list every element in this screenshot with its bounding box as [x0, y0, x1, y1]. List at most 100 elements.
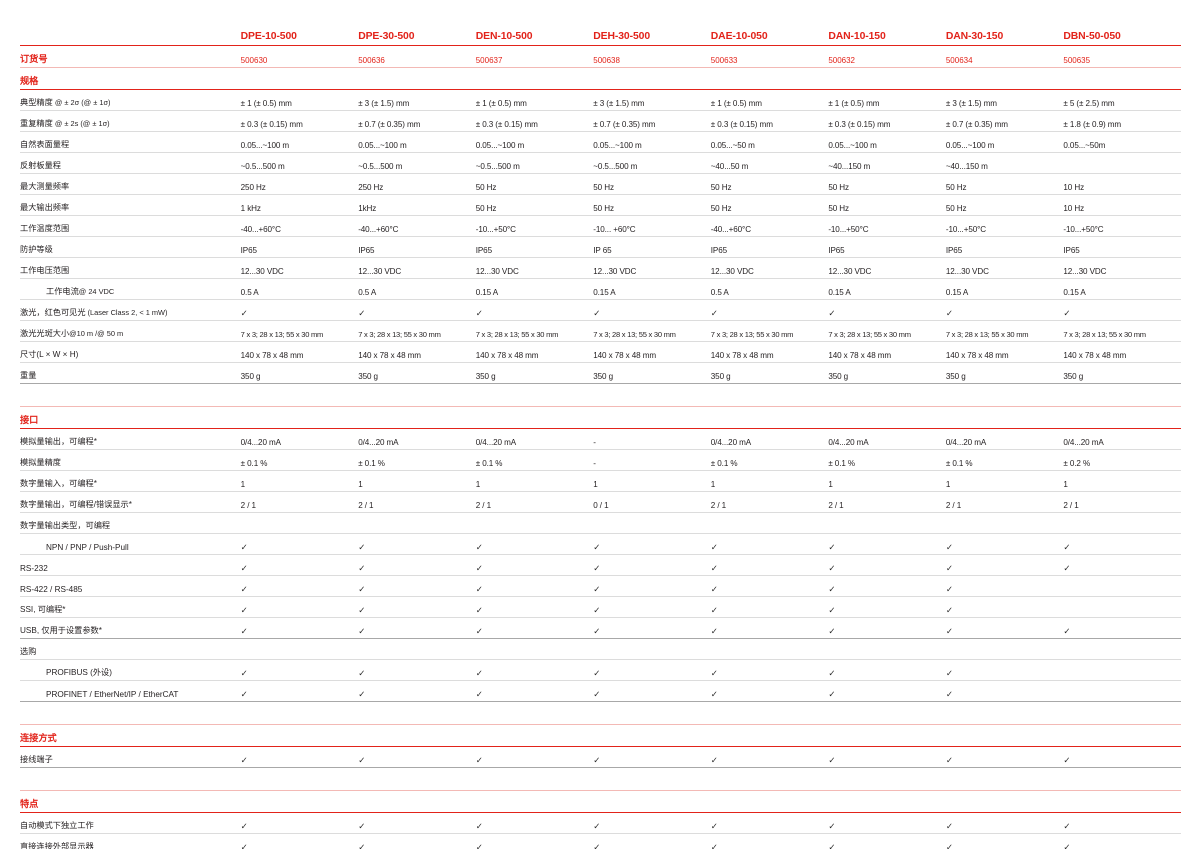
check-icon: ✓ [945, 543, 953, 553]
feature-check-cell: ✓ [240, 680, 359, 702]
feature-check-cell: ✓ [475, 746, 594, 768]
feature-check-cell: ✓ [828, 533, 946, 555]
group-label-cell [358, 638, 476, 660]
spec-value-cell: 12...30 VDC [945, 257, 1064, 279]
spec-value-cell: 0.15 A [475, 278, 594, 300]
row-label: 工作温度范围 [20, 215, 241, 237]
section-spacer [20, 384, 1181, 407]
spec-value-cell: -10...+50°C [1063, 215, 1181, 237]
spec-value-cell: ± 1.8 (± 0.9) mm [1063, 110, 1181, 132]
spec-value-cell: ~40...150 m [828, 152, 946, 174]
check-icon: ✓ [475, 669, 483, 679]
spec-value-cell: IP65 [1063, 236, 1181, 258]
spec-value-cell: IP65 [358, 236, 476, 258]
row-label: 尺寸(L × W × H) [20, 341, 241, 363]
order-number-cell: 500636 [358, 45, 476, 68]
feature-check-cell: ✓ [475, 554, 594, 576]
table-row: 模拟量精度 ± 0.1 % ± 0.1 % ± 0.1 % - ± 0.1 % ± 0.1 … [20, 449, 1181, 471]
table-row: 数字量输出类型，可编程 [20, 512, 1181, 534]
feature-check-cell: ✓ [240, 575, 359, 597]
feature-check-cell: ✓ [945, 680, 1064, 702]
feature-check-cell: ✓ [945, 833, 1064, 849]
feature-check-cell: ✓ [358, 596, 476, 618]
check-icon: ✓ [358, 843, 366, 849]
check-icon: ✓ [710, 585, 718, 595]
spec-value-cell: 0.05...~50m [1063, 131, 1181, 153]
feature-check-cell: ✓ [828, 659, 946, 681]
check-icon: ✓ [240, 543, 248, 553]
table-row: 数字量输入，可编程* 1 1 1 1 1 1 1 1 [20, 470, 1181, 492]
row-label-text: NPN / PNP / Push-Pull [46, 543, 129, 552]
feature-check-cell: ✓ [828, 617, 946, 639]
column-header-dae-10-050: DAE-10-050 [710, 31, 768, 42]
row-label-text: 反射板量程 [20, 161, 61, 170]
section-header-cell [945, 724, 1064, 747]
group-label-cell [828, 512, 946, 534]
check-icon: ✓ [240, 585, 248, 595]
feature-check-cell: ✓ [593, 659, 711, 681]
feature-check-cell: ✓ [710, 533, 829, 555]
feature-check-cell: ✓ [358, 533, 476, 555]
row-label-qualifier: (Laser Class 2, < 1 mW) [85, 308, 168, 317]
spec-value-cell: 140 x 78 x 48 mm [1063, 341, 1181, 363]
row-label: 防护等级 [20, 236, 241, 258]
feature-check-cell: ✓ [240, 554, 359, 576]
column-header-dpe-30-500: DPE-30-500 [358, 31, 415, 42]
spec-value-cell: ± 0.1 % [710, 449, 829, 471]
column-header-dan-10-150: DAN-10-150 [828, 31, 886, 42]
row-label: 激光光斑大小@10 m /@ 50 m [20, 320, 241, 342]
check-icon: ✓ [945, 309, 953, 319]
check-icon: ✓ [710, 606, 718, 616]
feature-check-cell: ✓ [240, 833, 359, 849]
row-label: 工作电流@ 24 VDC [20, 278, 241, 300]
check-icon: ✓ [1063, 543, 1071, 553]
table-row: 选购 [20, 638, 1181, 660]
row-label: PROFINET / EtherNet/IP / EtherCAT [20, 680, 241, 702]
feature-check-cell: ✓ [1063, 299, 1181, 321]
feature-check-cell: ✓ [593, 833, 711, 849]
check-icon: ✓ [358, 543, 366, 553]
section-header-cell [593, 790, 711, 813]
check-icon: ✓ [710, 756, 718, 766]
spec-value-cell: 140 x 78 x 48 mm [475, 341, 594, 363]
feature-check-cell: ✓ [1063, 617, 1181, 639]
spec-value-cell: 140 x 78 x 48 mm [945, 341, 1064, 363]
spec-value-cell: 12...30 VDC [710, 257, 829, 279]
row-label-text: 直接连接外部显示器 [20, 842, 94, 849]
row-label: 数字量输出类型，可编程 [20, 512, 241, 534]
spec-value-cell: 7 x 3; 28 x 13; 55 x 30 mm [240, 320, 359, 342]
spacer-cell [20, 702, 1181, 725]
table-header-row: DPE-10-500 DPE-30-500 DEN-10-500 DEH-30-500… [20, 20, 1181, 46]
row-label-text: 尺寸(L × W × H) [20, 350, 79, 359]
section-header-cell [945, 67, 1064, 90]
row-label-text: PROFIBUS (外设) [46, 668, 112, 677]
feature-check-cell: ✓ [593, 299, 711, 321]
feature-check-cell: ✓ [358, 812, 476, 834]
spec-value-cell: 0/4...20 mA [828, 428, 946, 450]
check-icon: ✓ [358, 756, 366, 766]
section-header-cell [828, 67, 946, 90]
spec-value-cell: 10 Hz [1063, 194, 1181, 216]
spec-value-cell: 140 x 78 x 48 mm [593, 341, 711, 363]
spacer-cell [20, 768, 1181, 791]
row-label-qualifier: @ ± 2s (@ ± 1σ) [52, 119, 110, 128]
column-header-dpe-10-500: DPE-10-500 [240, 31, 297, 42]
check-icon: ✓ [710, 309, 718, 319]
check-icon: ✓ [1063, 822, 1071, 832]
check-icon: ✓ [828, 585, 836, 595]
row-label-text: 工作电压范围 [20, 266, 70, 275]
table-row: PROFINET / EtherNet/IP / EtherCAT ✓ ✓ ✓ ✓ ✓ ✓ ✓ [20, 680, 1181, 702]
row-label: 自动模式下独立工作 [20, 812, 241, 834]
spec-value-cell: 350 g [358, 362, 476, 384]
check-icon: ✓ [945, 843, 953, 849]
feature-check-cell: ✓ [475, 659, 594, 681]
row-label: 重量 [20, 362, 241, 384]
check-icon: ✓ [710, 669, 718, 679]
feature-check-cell: ✓ [593, 617, 711, 639]
row-label-text: 最大测量频率 [20, 182, 70, 191]
feature-check-cell: ✓ [828, 554, 946, 576]
feature-check-cell [1063, 680, 1181, 702]
spec-value-cell: 0.15 A [945, 278, 1064, 300]
check-icon: ✓ [240, 606, 248, 616]
